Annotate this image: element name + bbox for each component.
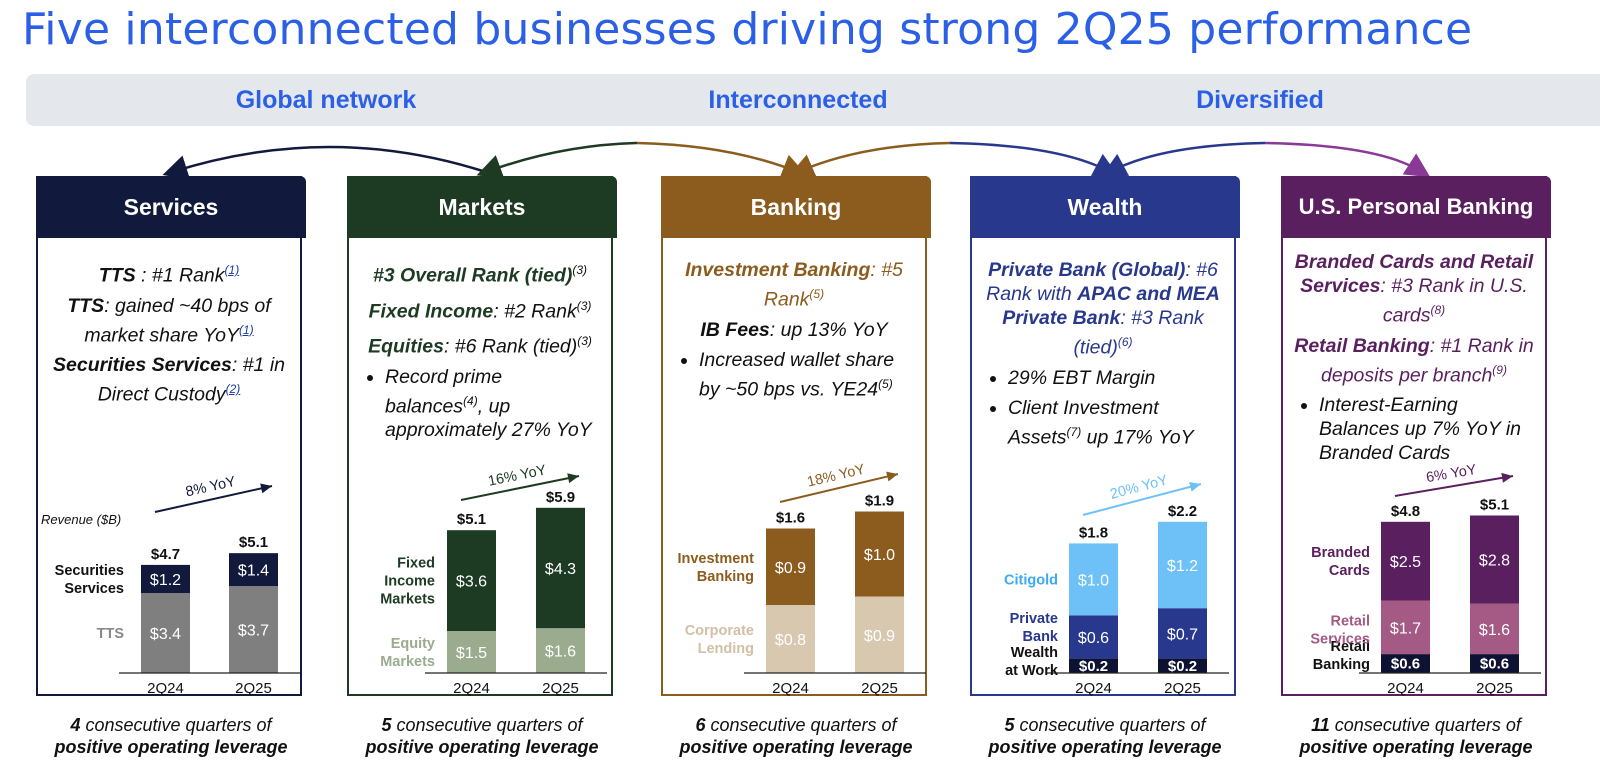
wealth-private-bank-rank: : #6 Rank with bbox=[986, 259, 1218, 305]
banking-ib-fees-label: IB Fees bbox=[700, 318, 770, 341]
services-tts-label-2: TTS bbox=[67, 294, 105, 317]
wealth-apac-mea-label: APAC and MEA Private Bank bbox=[1002, 283, 1220, 329]
usb-bullet: Interest-Earning Balances up 7% YoY in B… bbox=[1319, 393, 1535, 465]
panel-markets-header: Markets bbox=[347, 176, 617, 238]
banking-ib-fees-value: : up 13% YoY bbox=[769, 318, 888, 341]
services-securities-label: Securities Services bbox=[53, 354, 232, 376]
markets-equities-label: Equities bbox=[368, 335, 444, 358]
panel-us-personal-banking-header: U.S. Personal Banking bbox=[1281, 176, 1551, 238]
banking-ib-label: Investment Banking bbox=[685, 259, 871, 281]
panel-banking-header: Banking bbox=[661, 176, 931, 238]
arc-banking-left bbox=[636, 141, 808, 179]
banking-ib-rank: : #5 Rank bbox=[763, 259, 903, 311]
usb-cards-label: Branded Cards and Retail Services bbox=[1294, 251, 1534, 297]
footnote-ref: (3) bbox=[577, 334, 592, 348]
panel-wealth-text: Private Bank (Global): #6 Rank with APAC… bbox=[982, 258, 1224, 455]
panel-banking-text: Investment Banking: #5 Rank(5) IB Fees: … bbox=[673, 258, 915, 407]
footnote-ref: (3) bbox=[576, 298, 592, 313]
theme-diversified: Diversified bbox=[1196, 86, 1324, 114]
panel-markets-text: #3 Overall Rank (tied)(3) Fixed Income: … bbox=[359, 258, 601, 448]
interconnection-arcs bbox=[162, 141, 1431, 180]
arc-wealth-left bbox=[949, 141, 1119, 177]
panel-us-personal-banking: U.S. Personal Banking Branded Cards and … bbox=[1281, 176, 1551, 696]
arc-wealth-right bbox=[1101, 141, 1266, 177]
arc-markets-banking bbox=[476, 141, 638, 179]
usb-retail-label: Retail Banking bbox=[1294, 334, 1430, 357]
theme-band: Global network Interconnected Diversifie… bbox=[26, 74, 1600, 126]
footnote-ref: (9) bbox=[1492, 362, 1507, 377]
services-securities-rank: : #1 in Direct Custody bbox=[97, 354, 285, 406]
panel-wealth-header: Wealth bbox=[970, 176, 1240, 238]
footnote-ref: (6) bbox=[1117, 335, 1133, 349]
panel-services-header: Services bbox=[36, 176, 306, 238]
panel-banking: Banking Investment Banking: #5 Rank(5) I… bbox=[661, 176, 931, 696]
panel-services: Services TTS : #1 Rank(1) TTS: gained ~4… bbox=[36, 176, 306, 696]
arc-services-markets bbox=[162, 145, 487, 180]
footnote-ref[interactable]: (1) bbox=[224, 263, 240, 277]
footnote-ref[interactable]: (1) bbox=[238, 322, 254, 337]
footer-us-personal-banking: 11 consecutive quarters of positive opera… bbox=[1299, 715, 1533, 757]
theme-interconnected: Interconnected bbox=[708, 86, 888, 114]
footer-wealth: 5 consecutive quarters of positive operat… bbox=[988, 715, 1222, 757]
wealth-apac-mea-rank: : #3 Rank (tied) bbox=[1073, 307, 1204, 359]
markets-fixed-income-label: Fixed Income bbox=[368, 300, 494, 322]
panel-services-text: TTS : #1 Rank(1) TTS: gained ~40 bps of … bbox=[48, 258, 290, 413]
footnote-ref[interactable]: (2) bbox=[225, 382, 241, 396]
wealth-bullet-ebt: 29% EBT Margin bbox=[1008, 366, 1224, 390]
theme-global-network: Global network bbox=[235, 86, 417, 114]
markets-bullet: Record prime balances(4), up approximate… bbox=[385, 365, 601, 443]
footnote-ref: (8) bbox=[1430, 303, 1446, 317]
services-tts-rank: : #1 Rank bbox=[135, 264, 225, 287]
wealth-bullet-assets: Client Investment Assets(7) up 17% YoY bbox=[1008, 396, 1224, 450]
footnote-ref: (3) bbox=[572, 263, 588, 277]
usb-retail-rank: : #1 Rank in deposits per branch bbox=[1321, 334, 1534, 387]
footnote-ref: (5) bbox=[809, 287, 825, 301]
arc-banking-right bbox=[788, 141, 951, 178]
markets-fixed-income-rank: : #2 Rank bbox=[493, 300, 577, 322]
services-tts-label: TTS bbox=[98, 264, 136, 287]
footer-services: 4 consecutive quarters of positive operat… bbox=[54, 715, 288, 757]
services-tts-share: : gained ~40 bps of market share YoY bbox=[84, 294, 271, 347]
wealth-private-bank-label: Private Bank (Global) bbox=[988, 259, 1186, 281]
markets-equities-rank: : #6 Rank (tied) bbox=[443, 335, 578, 358]
footer-banking: 6 consecutive quarters of positive operat… bbox=[679, 715, 913, 757]
footer-markets: 5 consecutive quarters of positive operat… bbox=[365, 715, 599, 757]
panel-us-personal-banking-text: Branded Cards and Retail Services: #3 Ra… bbox=[1293, 250, 1535, 471]
arc-usbanking bbox=[1264, 141, 1431, 178]
page-title: Five interconnected businesses driving s… bbox=[22, 4, 1473, 55]
usb-cards-rank: : #3 Rank in U.S. cards bbox=[1380, 275, 1528, 327]
panel-markets: Markets #3 Overall Rank (tied)(3) Fixed … bbox=[347, 176, 617, 696]
panel-wealth: Wealth Private Bank (Global): #6 Rank wi… bbox=[970, 176, 1240, 696]
markets-overall-rank: #3 Overall Rank (tied) bbox=[372, 264, 573, 287]
banking-bullet: Increased wallet share by ~50 bps vs. YE… bbox=[699, 348, 915, 402]
